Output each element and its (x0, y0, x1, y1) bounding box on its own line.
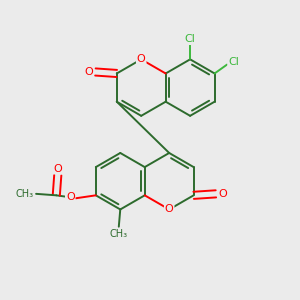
Text: O: O (137, 54, 146, 64)
Text: O: O (66, 192, 75, 202)
Text: O: O (218, 189, 227, 199)
Text: O: O (85, 67, 93, 77)
Text: Cl: Cl (228, 57, 239, 67)
Text: CH₃: CH₃ (110, 229, 128, 239)
Text: O: O (165, 204, 174, 214)
Text: O: O (53, 164, 62, 174)
Text: Cl: Cl (185, 34, 196, 44)
Text: CH₃: CH₃ (16, 189, 34, 199)
